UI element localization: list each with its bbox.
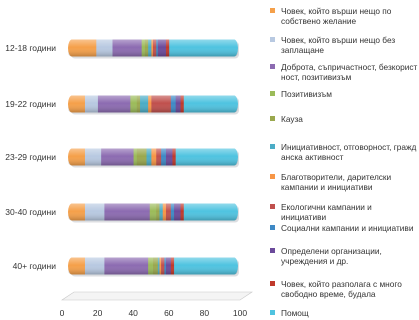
legend-label: Социални кампании и инициативи xyxy=(281,223,414,233)
legend-swatch xyxy=(270,144,275,149)
legend-swatch xyxy=(270,8,275,13)
legend-label: Определени организации, учреждения и др. xyxy=(281,246,382,266)
legend-swatch xyxy=(270,64,275,69)
legend-swatch xyxy=(270,174,275,179)
category-label: 12-18 години xyxy=(5,43,56,53)
x-tick-label: 40 xyxy=(128,308,138,318)
bar-group xyxy=(68,148,239,168)
legend-swatch xyxy=(270,37,275,42)
bar-shading xyxy=(68,148,238,166)
plot-floor xyxy=(61,291,253,301)
legend-swatch xyxy=(270,248,275,253)
bar-group xyxy=(68,39,239,59)
category-labels: 12-18 години 19-22 години 23-29 години 30-4… xyxy=(5,43,56,271)
legend-label: Инициативност, отговорност, гражд анска … xyxy=(281,142,417,162)
legend-swatch xyxy=(270,310,275,315)
x-tick-label: 0 xyxy=(60,308,65,318)
legend-label: Позитивизъм xyxy=(281,89,332,99)
legend-label: Екологични кампании и инициативи xyxy=(281,202,372,222)
legend-label: Помощ xyxy=(281,308,309,318)
x-tick-label: 60 xyxy=(164,308,174,318)
bars-layer xyxy=(68,39,239,277)
bar-shading xyxy=(68,39,238,57)
x-tick-label: 80 xyxy=(200,308,210,318)
bar-shading xyxy=(68,257,238,275)
bar-shading xyxy=(68,95,238,113)
bar-group xyxy=(68,203,239,223)
x-tick-label: 100 xyxy=(233,308,247,318)
bar-group xyxy=(68,95,239,115)
legend-swatch xyxy=(270,281,275,286)
legend-label: Кауза xyxy=(281,114,303,124)
category-label: 19-22 години xyxy=(5,99,56,109)
legend-swatch xyxy=(270,91,275,96)
category-label: 30-40 години xyxy=(5,207,56,217)
bar-group xyxy=(68,257,239,277)
legend-swatch xyxy=(270,116,275,121)
x-axis-ticks: 0 20 40 60 80 100 xyxy=(60,308,248,318)
category-label: 23-29 години xyxy=(5,152,56,162)
legend-label: Благотворители, дарителски кампании и ин… xyxy=(281,172,392,192)
x-tick-label: 20 xyxy=(93,308,103,318)
legend-swatch xyxy=(270,204,275,209)
legend-label: Доброта, съпричастност, безкорист ност, … xyxy=(281,62,418,82)
legend-label: Човек, който върши нещо по собствено жел… xyxy=(281,6,392,26)
legend-label: Човек, който върши нещо без заплащане xyxy=(281,35,396,55)
legend-swatch xyxy=(270,225,275,230)
bar-shading xyxy=(68,203,238,221)
category-label: 40+ години xyxy=(13,261,57,271)
legend-label: Човек, който разполага с много свободно … xyxy=(281,279,402,299)
